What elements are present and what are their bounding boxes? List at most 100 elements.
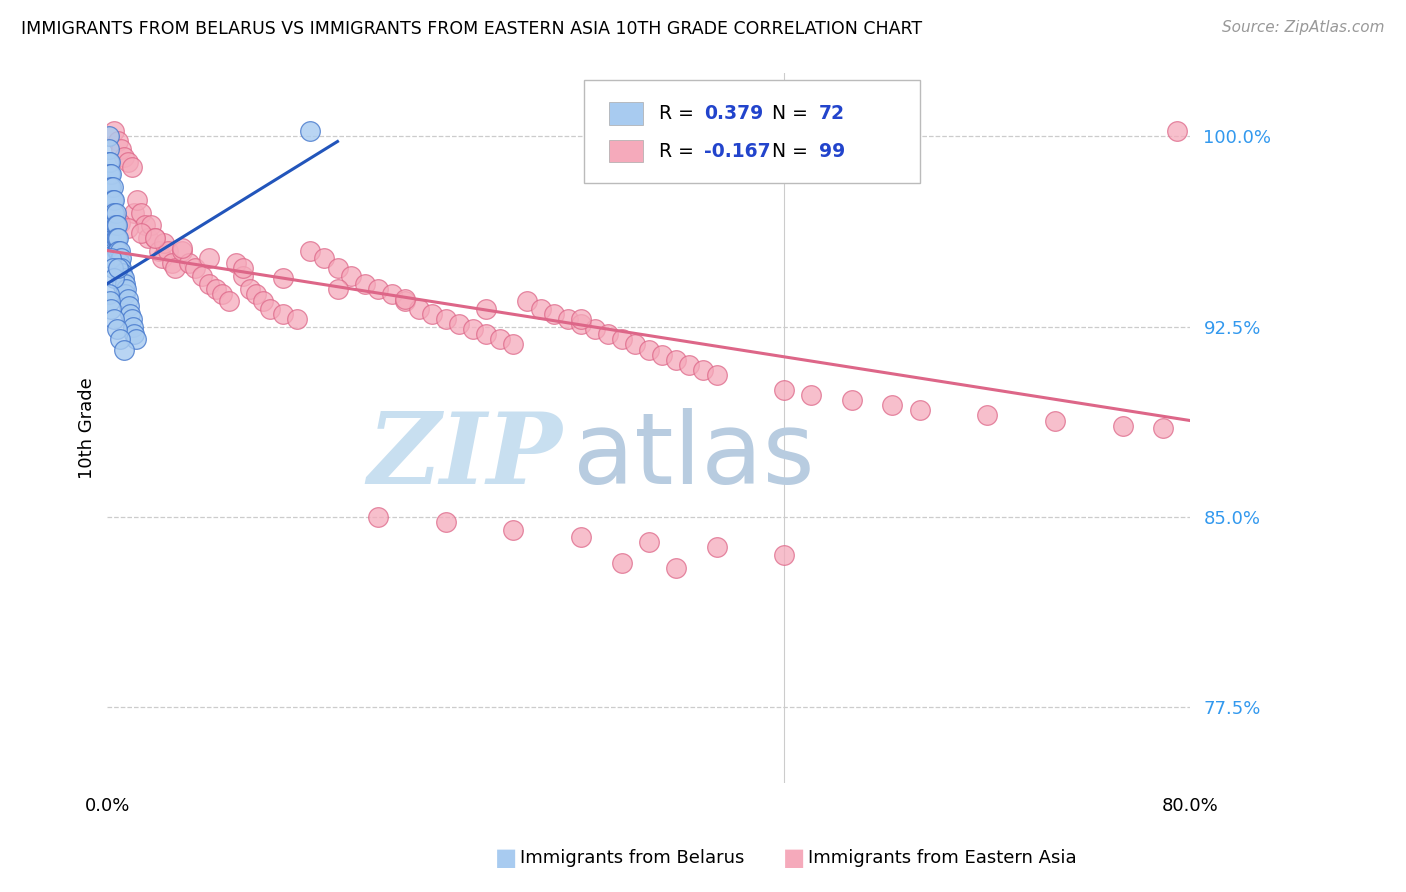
Point (98, 193, 121, 207)
Point (101, 205, 124, 219)
Point (461, 322, 484, 336)
Point (165, 261, 187, 276)
Point (112, 343, 135, 357)
Text: 99: 99 (818, 142, 845, 161)
Point (637, 535, 659, 549)
Point (340, 268, 363, 283)
Point (97, 231, 120, 245)
Point (107, 261, 129, 276)
Point (100, 205, 122, 219)
Point (773, 383, 796, 397)
Text: N =: N = (772, 142, 814, 161)
Point (706, 368, 728, 382)
Text: 72: 72 (818, 104, 845, 123)
Point (475, 327, 498, 342)
Point (204, 282, 226, 296)
Point (624, 337, 647, 351)
Point (143, 231, 166, 245)
Point (105, 231, 128, 245)
Point (103, 124, 125, 138)
Point (1152, 421, 1174, 435)
Point (583, 322, 606, 336)
Point (115, 282, 138, 296)
Point (111, 277, 134, 291)
Point (610, 556, 633, 570)
Point (170, 244, 193, 258)
Point (112, 271, 135, 285)
Point (97, 154, 120, 169)
Point (367, 510, 389, 524)
Point (105, 322, 128, 336)
Point (124, 327, 146, 342)
Point (245, 286, 267, 301)
Point (449, 317, 471, 331)
Point (198, 251, 221, 265)
Point (529, 301, 551, 316)
Point (110, 251, 132, 265)
Text: Source: ZipAtlas.com: Source: ZipAtlas.com (1222, 20, 1385, 35)
Point (148, 244, 170, 258)
Point (139, 218, 162, 232)
Point (100, 205, 122, 219)
Point (1043, 413, 1066, 427)
Text: ZIP: ZIP (367, 409, 562, 505)
Text: atlas: atlas (574, 408, 814, 505)
Point (121, 160, 143, 174)
Point (98, 168, 121, 182)
Point (502, 523, 524, 537)
Point (232, 268, 254, 283)
Point (420, 307, 443, 321)
Point (569, 317, 592, 331)
Point (841, 393, 863, 408)
Point (111, 267, 134, 281)
Point (381, 286, 404, 301)
Point (100, 180, 122, 194)
Point (100, 218, 122, 232)
Point (1111, 418, 1133, 433)
Point (129, 226, 152, 240)
Point (569, 530, 592, 544)
Point (101, 180, 124, 194)
Point (543, 307, 565, 321)
Point (367, 282, 389, 296)
Point (120, 307, 142, 321)
Point (651, 348, 673, 362)
Text: Immigrants from Belarus: Immigrants from Belarus (520, 849, 745, 867)
Point (225, 256, 247, 270)
Point (124, 205, 146, 219)
Point (97, 218, 120, 232)
Point (150, 251, 173, 265)
Point (394, 294, 416, 309)
Text: IMMIGRANTS FROM BELARUS VS IMMIGRANTS FROM EASTERN ASIA 10TH GRADE CORRELATION C: IMMIGRANTS FROM BELARUS VS IMMIGRANTS FR… (21, 20, 922, 37)
Point (908, 403, 931, 417)
Point (103, 193, 125, 207)
Point (97, 180, 120, 194)
Point (800, 388, 823, 402)
Point (218, 294, 240, 309)
Point (665, 352, 688, 367)
Point (114, 286, 136, 301)
Point (129, 205, 152, 219)
Point (557, 312, 579, 326)
Point (434, 515, 457, 529)
Point (434, 312, 457, 326)
Point (98, 154, 121, 169)
Point (122, 319, 145, 334)
Point (299, 124, 322, 138)
Point (273, 307, 295, 321)
Point (100, 193, 122, 207)
Point (516, 294, 538, 309)
Point (882, 398, 904, 412)
Point (97, 142, 120, 156)
Point (678, 358, 700, 372)
Point (118, 299, 141, 313)
Point (98, 218, 121, 232)
Point (108, 256, 131, 270)
Point (162, 256, 184, 270)
Point (100, 168, 122, 182)
Point (312, 251, 335, 265)
Point (273, 271, 295, 285)
Point (97, 205, 120, 219)
Point (475, 301, 498, 316)
Point (184, 261, 207, 276)
